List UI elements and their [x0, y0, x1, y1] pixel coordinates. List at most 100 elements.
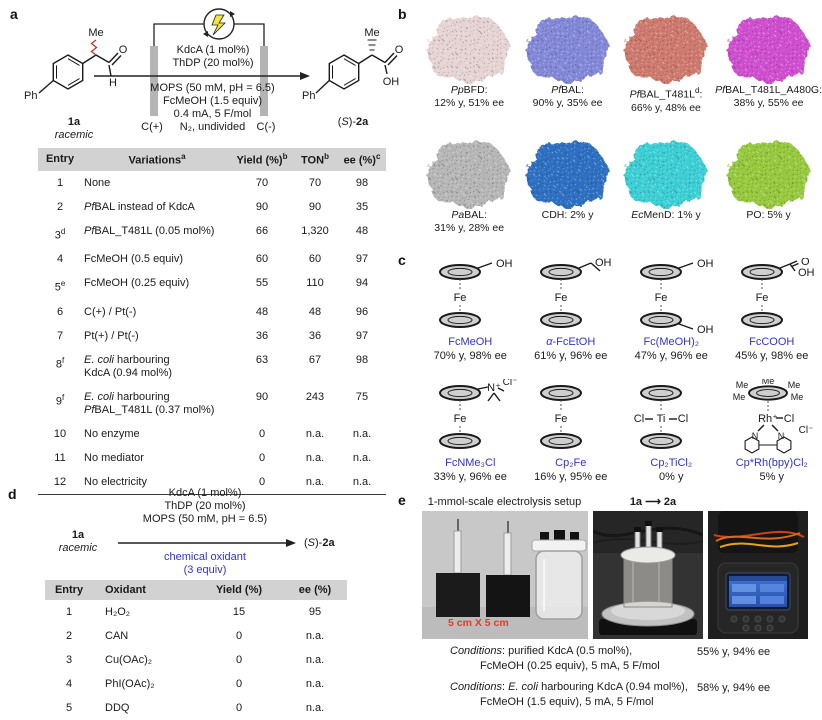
protein-structure-image	[427, 139, 510, 208]
cathode-label: C(-)	[256, 121, 276, 133]
condition-line: chemical oxidant	[164, 551, 246, 563]
ferrocene-structure: Fe OH	[539, 258, 612, 328]
wire-right	[234, 23, 265, 46]
yield-cell: 36	[255, 329, 269, 342]
ton-cell: 60	[308, 253, 322, 266]
protein-item: PaBAL: 31% y, 28% ee	[420, 137, 518, 235]
mediator-result: 61% y, 96% ee	[534, 350, 608, 362]
condition-line: FcMeOH (1.5 equiv), 5 mA, 5 F/mol	[480, 696, 654, 708]
ferrocene-structure: Fe OH OH	[640, 258, 714, 336]
ee-header: ee (%)	[283, 580, 347, 600]
conditions-above: KdcA (1 mol%) ThDP (20 mol%)	[128, 44, 298, 70]
ph-label: Ph	[24, 90, 37, 102]
protein-item: EcMenD: 1% y	[617, 137, 715, 235]
substrate-id: 1a	[67, 116, 81, 128]
cathode-electrode	[260, 46, 268, 116]
substituent-label: OH	[595, 258, 612, 269]
condition-line: Conditions: purified KdcA (0.5 mol%),	[450, 645, 633, 657]
mediator-item: Fe OH OH Fc(MeOH)₂ 47% y, 96% ee	[621, 258, 722, 363]
condition-line: FcMeOH (1.5 equiv)	[162, 95, 263, 107]
anode-electrode	[150, 46, 158, 116]
rhodium-complex-structure: Me Me Me Me Me Rh⁺ Cl Cl⁻ N N	[732, 379, 813, 454]
table-row: 5 DDQ 0 n.a.	[45, 696, 347, 720]
entry-cell: 7	[56, 329, 64, 342]
protein-result: 31% y, 28% ee	[434, 221, 505, 234]
entry-cell: 2	[56, 200, 64, 213]
variation-cell: E. coli harbouring PfBAL_T481L (0.37 mol%…	[84, 390, 215, 416]
ee-header: ee (%)c	[338, 148, 386, 171]
wire	[719, 542, 799, 548]
mediator-name: Fc(MeOH)₂	[643, 336, 700, 348]
ee-cell: 75	[355, 390, 369, 403]
ton-cell: n.a.	[305, 451, 325, 464]
mediator-result: 45% y, 98% ee	[735, 350, 809, 362]
ton-cell: 243	[305, 390, 325, 403]
oxidant-cell: DDQ	[105, 702, 130, 714]
protein-grid: PpBFD: 12% y, 51% ee PfBAL: 90% y, 35% e…	[420, 12, 822, 235]
setup-title: 1-mmol-scale electrolysis setup	[427, 496, 582, 508]
condition-line: ThDP (20 mol%)	[172, 57, 254, 69]
ton-cell: 67	[308, 353, 322, 366]
counter-ion-label: Cl⁻	[798, 425, 813, 436]
methyl-label: Me	[761, 379, 774, 386]
entry-cell: 8f	[55, 355, 65, 371]
table-row: 2 CAN 0 n.a.	[45, 624, 347, 648]
yield-cell: 0	[235, 654, 243, 666]
h-label: H	[109, 77, 117, 89]
table-header-row: Entry Variationsa Yield (%)b TONb ee (%)…	[38, 148, 386, 171]
table-row: 5e FcMeOH (0.25 equiv) 55 110 94	[38, 271, 386, 300]
condition-line: (3 equiv)	[183, 564, 227, 576]
benzene-ring	[52, 54, 84, 90]
variation-cell: None	[84, 176, 111, 189]
protein-item: PfBAL_T481L_A480G: 38% y, 55% ee	[715, 12, 822, 115]
mediator-grid: Fe OH FcMeOH 70% y, 98% ee Fe OH α-FcEtO…	[420, 258, 822, 484]
ee-cell: n.a.	[305, 702, 325, 714]
mediator-name: FcMeOH	[448, 336, 493, 348]
entry-cell: 11	[54, 451, 66, 464]
protein-item: CDH: 2% y	[518, 137, 616, 235]
cycle-arrowhead	[230, 11, 235, 17]
methyl-label: Me	[790, 392, 803, 402]
condition-line: MOPS (50 mM, pH = 6.5)	[142, 513, 268, 525]
yield-cell: 0	[258, 427, 266, 440]
mediator-name: Cp*Rh(bpy)Cl₂	[735, 457, 808, 469]
protein-name: PpBFD:	[450, 84, 488, 96]
wire-left	[153, 23, 204, 46]
entry-cell: 4	[56, 253, 64, 266]
protein-structure-image	[427, 15, 510, 84]
variations-header: Variationsa	[82, 148, 232, 171]
entry-cell: 5	[65, 702, 73, 714]
mediator-result: 16% y, 95% ee	[534, 471, 608, 483]
metal-label: Ti	[657, 413, 666, 425]
protein-structure-image	[727, 139, 809, 208]
metal-label: Fe	[554, 413, 567, 425]
ph-label: Ph	[302, 90, 315, 102]
metal-label: Fe	[454, 413, 467, 425]
o-label: O	[119, 44, 128, 56]
mediator-item: Fe N⁺ Cl⁻ FcNMe₃Cl 33% y, 96% ee	[420, 379, 521, 484]
protein-name: PfBAL_T481Ld:	[629, 86, 703, 101]
anode-label: C(+)	[141, 121, 163, 133]
mediator-item: Fe OH α-FcEtOH 61% y, 96% ee	[521, 258, 622, 363]
table-row: 1 H₂O₂ 15 95	[45, 600, 347, 624]
variation-cell: No mediator	[84, 451, 144, 464]
ee-cell: 97	[355, 253, 369, 266]
ton-cell: 110	[306, 277, 324, 290]
yield-cell: 0	[235, 630, 243, 642]
conditions-below: chemical oxidant (3 equiv)	[125, 551, 285, 577]
mediator-result: 47% y, 96% ee	[634, 350, 708, 362]
bipyridine-ring	[776, 436, 792, 454]
entry-cell: 1	[65, 606, 73, 618]
substituent-label: OH	[496, 258, 513, 270]
mediator-name: α-FcEtOH	[546, 336, 596, 348]
protein-structure-image	[727, 15, 809, 84]
conditions-block: Conditions: purified KdcA (0.5 mol%), Fc…	[450, 644, 700, 674]
table-row: 7 Pt(+) / Pt(-) 36 36 97	[38, 324, 386, 348]
entry-cell: 5e	[54, 279, 66, 294]
variation-cell: E. coli harbouring KdcA (0.94 mol%)	[84, 353, 173, 379]
condition-line: KdcA (1 mol%)	[176, 44, 250, 56]
protein-name: EcMenD: 1% y	[631, 208, 701, 221]
variation-cell: Pt(+) / Pt(-)	[84, 329, 139, 342]
reaction-arrow	[118, 539, 296, 547]
table-row: 11 No mediator 0 n.a. n.a.	[38, 446, 386, 470]
